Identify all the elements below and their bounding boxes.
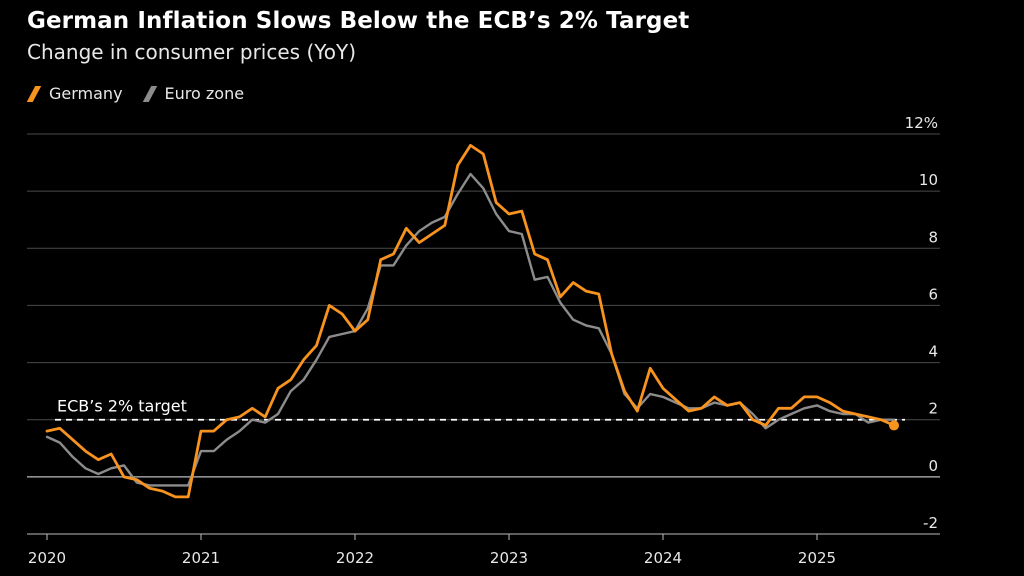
chart-subtitle: Change in consumer prices (YoY) — [27, 40, 357, 64]
legend: Germany Euro zone — [26, 84, 264, 103]
x-tick-label: 2020 — [28, 549, 66, 567]
x-tick-label: 2021 — [182, 549, 220, 567]
y-tick-label: 2 — [928, 400, 938, 418]
y-tick-label: 12% — [905, 114, 938, 132]
y-tick-label: 4 — [928, 343, 938, 361]
x-tick-label: 2023 — [490, 549, 528, 567]
y-tick-label: 10 — [919, 171, 938, 189]
x-tick-label: 2025 — [798, 549, 836, 567]
x-tick-label: 2024 — [644, 549, 682, 567]
legend-label-euro-zone: Euro zone — [164, 84, 245, 103]
germany-last-point-marker — [889, 420, 899, 431]
chart-title: German Inflation Slows Below the ECB’s 2… — [27, 8, 690, 34]
y-tick-label: 6 — [928, 285, 938, 303]
y-tick-label: 8 — [928, 228, 938, 246]
reference-line-label: ECB’s 2% target — [57, 397, 187, 416]
x-tick-label: 2022 — [336, 549, 374, 567]
legend-item-euro-zone: Euro zone — [142, 84, 245, 103]
y-tick-label: 0 — [928, 457, 938, 475]
y-tick-label: -2 — [923, 514, 938, 532]
legend-label-germany: Germany — [49, 84, 123, 103]
series-line-euro-zone — [45, 172, 896, 487]
series-line-germany — [45, 144, 896, 499]
legend-item-germany: Germany — [26, 84, 123, 103]
